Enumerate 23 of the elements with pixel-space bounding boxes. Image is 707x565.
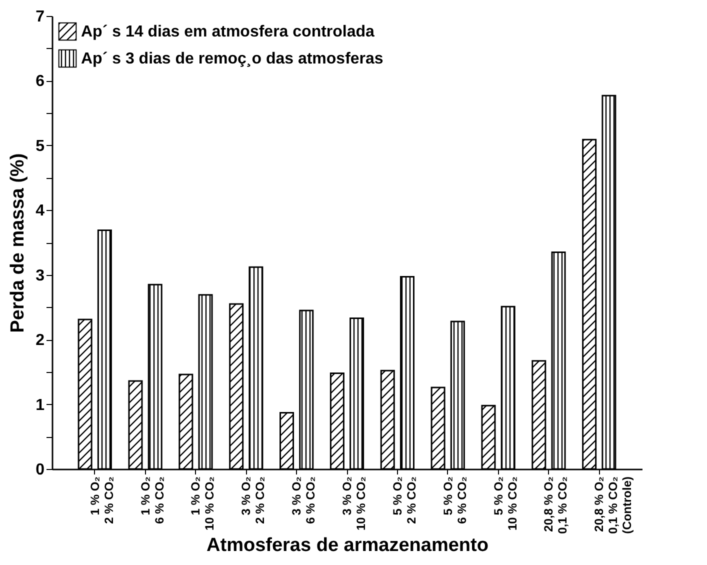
y-tick-label: 1: [36, 396, 45, 414]
x-tick-label: 5 % O₂ 2 % CO₂: [390, 476, 418, 524]
y-tick-label: 5: [36, 138, 45, 155]
x-tick-label: 5 % O₂ 6 % CO₂: [440, 476, 469, 524]
y-tick-label: 0: [36, 462, 45, 478]
x-tick-label: 3 % O₂ 6 % CO₂: [290, 476, 318, 524]
legend-label: Ap´ s 14 dias em atmosfera controlada: [81, 24, 375, 40]
y-tick-label: 4: [36, 202, 45, 220]
x-tick-label: 1 % O₂ 10 % CO₂: [188, 476, 217, 531]
x-axis-title: Atmosferas de armazenamento: [206, 534, 488, 556]
y-tick-label: 2: [36, 332, 45, 350]
y-tick-label: 7: [36, 8, 45, 26]
legend-label: Ap´ s 3 dias de remoç¸o das atmosferas: [81, 50, 384, 68]
x-tick-label: 20,8 % O₂ 0,1 % CO₂: [542, 476, 570, 534]
y-tick-label: 3: [36, 267, 45, 284]
x-tick-label: 3 % O₂ 2 % CO₂: [239, 476, 268, 524]
x-tick-label: 1 % O₂ 2 % CO₂: [88, 476, 116, 524]
x-tick-label: 3 % O₂ 10 % CO₂: [340, 476, 368, 531]
y-tick-label: 6: [36, 73, 45, 90]
y-axis-title: Perda de massa (%): [8, 153, 29, 333]
x-tick-label: 1 % O₂ 6 % CO₂: [138, 476, 166, 524]
x-tick-label: 5 % O₂ 10 % CO₂: [491, 476, 520, 531]
x-tick-label: 20,8 % O₂ 0,1 % CO₂ (Controle): [592, 476, 634, 534]
